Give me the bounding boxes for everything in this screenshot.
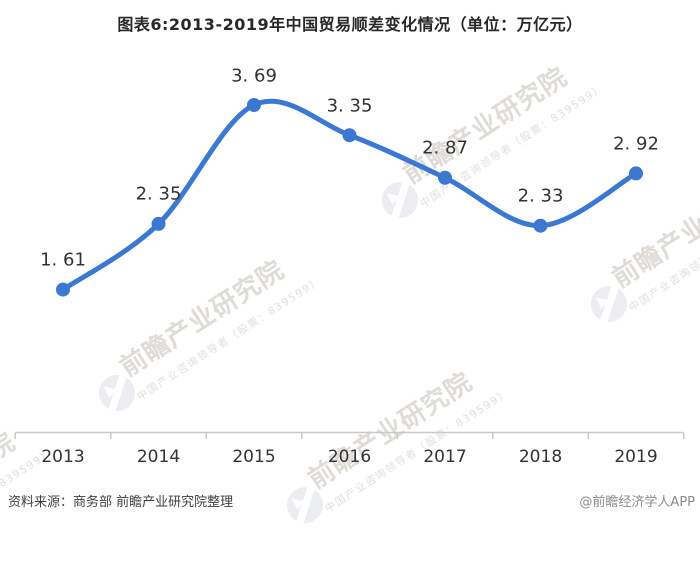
data-point-marker	[342, 128, 357, 143]
plot-area: 1. 61 2013 2. 35 2014 3. 69 2015 3. 35 2016 2. 8…	[14, 65, 685, 467]
line-chart-svg	[14, 98, 685, 439]
data-point-label: 3. 69	[231, 65, 277, 86]
data-point-label: 2. 33	[517, 185, 564, 207]
x-axis-label: 2017	[423, 447, 467, 467]
data-point-label: 2. 35	[135, 183, 182, 205]
data-point-marker	[56, 282, 70, 297]
data-point-label: 2. 92	[613, 133, 659, 155]
data-point-label: 1. 61	[40, 249, 86, 271]
chart-title: 图表6:2013-2019年中国贸易顺差变化情况（单位：万亿元）	[117, 15, 583, 34]
data-point-marker	[247, 98, 261, 112]
x-axis-label: 2019	[614, 447, 658, 467]
credit-note: @前瞻经济学人APP	[579, 495, 695, 510]
data-point-marker	[151, 216, 166, 231]
x-axis-label: 2013	[41, 447, 85, 467]
data-point-label: 2. 87	[422, 137, 468, 159]
x-axis-label: 2016	[327, 447, 372, 467]
data-point-label: 3. 35	[326, 95, 373, 117]
data-point-marker	[629, 166, 643, 181]
x-axis-label: 2018	[518, 447, 563, 467]
x-axis-label: 2014	[136, 447, 181, 467]
data-point-marker	[533, 218, 548, 233]
source-note: 资料来源：商务部 前瞻产业研究院整理	[8, 495, 234, 510]
x-axis-label: 2015	[232, 447, 276, 467]
data-point-marker	[438, 170, 452, 185]
